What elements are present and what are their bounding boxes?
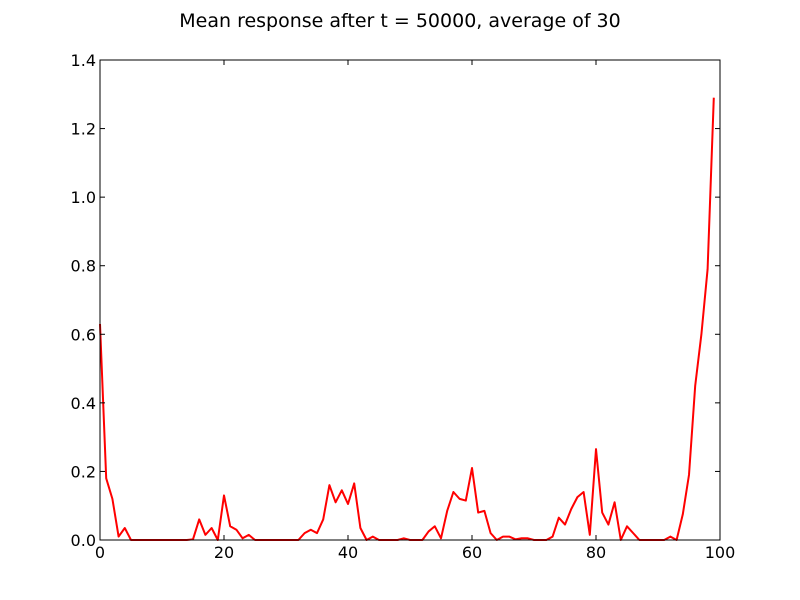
x-tick-label-5: 100 [705,543,736,562]
x-tick-label-0: 0 [95,543,105,562]
y-tick-label-2: 0.4 [71,394,96,413]
x-tick-label-3: 60 [462,543,482,562]
y-tick-label-5: 1.0 [71,188,96,207]
series-line-0 [99,97,715,541]
y-tick-label-4: 0.8 [71,257,96,276]
y-tick-label-1: 0.2 [71,462,96,481]
plot-frame [99,59,721,541]
chart-title: Mean response after t = 50000, average o… [179,10,620,32]
y-tick-label-0: 0.0 [71,531,96,550]
y-tick-label-6: 1.2 [71,120,96,139]
x-tick-label-4: 80 [586,543,606,562]
y-tick-label-3: 0.6 [71,325,96,344]
x-tick-label-2: 40 [338,543,358,562]
y-tick-label-7: 1.4 [71,51,96,70]
x-tick-label-1: 20 [214,543,234,562]
